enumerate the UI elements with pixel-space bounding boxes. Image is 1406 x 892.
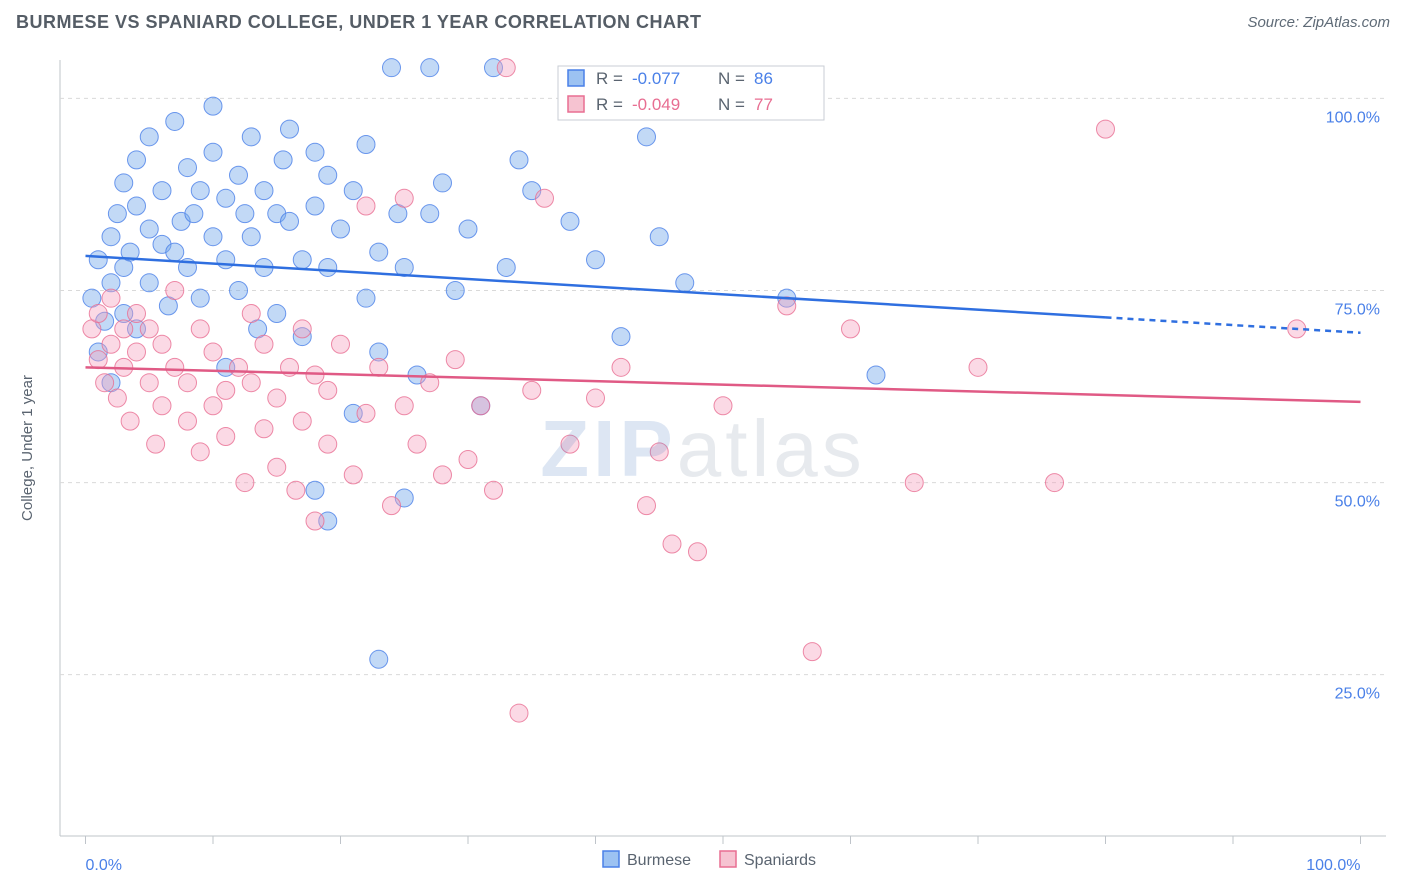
svg-text:50.0%: 50.0% (1335, 494, 1380, 511)
svg-text:R =: R = (596, 69, 623, 88)
svg-text:College, Under 1 year: College, Under 1 year (19, 375, 36, 521)
svg-text:86: 86 (754, 69, 773, 88)
svg-text:Spaniards: Spaniards (744, 852, 816, 869)
svg-text:75.0%: 75.0% (1335, 301, 1380, 318)
svg-text:100.0%: 100.0% (1306, 857, 1360, 874)
svg-text:R =: R = (596, 95, 623, 114)
svg-text:0.0%: 0.0% (86, 857, 122, 874)
svg-text:-0.049: -0.049 (632, 95, 680, 114)
correlation-chart: 25.0% 50.0% 75.0% 100.0% 0.0% 100.0% College, … (10, 50, 1396, 882)
svg-text:77: 77 (754, 95, 773, 114)
chart-title: BURMESE VS SPANIARD COLLEGE, UNDER 1 YEA… (16, 12, 702, 33)
svg-text:N =: N = (718, 95, 745, 114)
svg-text:Burmese: Burmese (627, 852, 691, 869)
svg-text:25.0%: 25.0% (1335, 686, 1380, 703)
source-label: Source: ZipAtlas.com (1247, 14, 1390, 31)
svg-text:100.0%: 100.0% (1326, 109, 1380, 126)
svg-text:-0.077: -0.077 (632, 69, 680, 88)
chart-svg: 25.0% 50.0% 75.0% 100.0% 0.0% 100.0% College, … (10, 50, 1396, 882)
svg-text:N =: N = (718, 69, 745, 88)
